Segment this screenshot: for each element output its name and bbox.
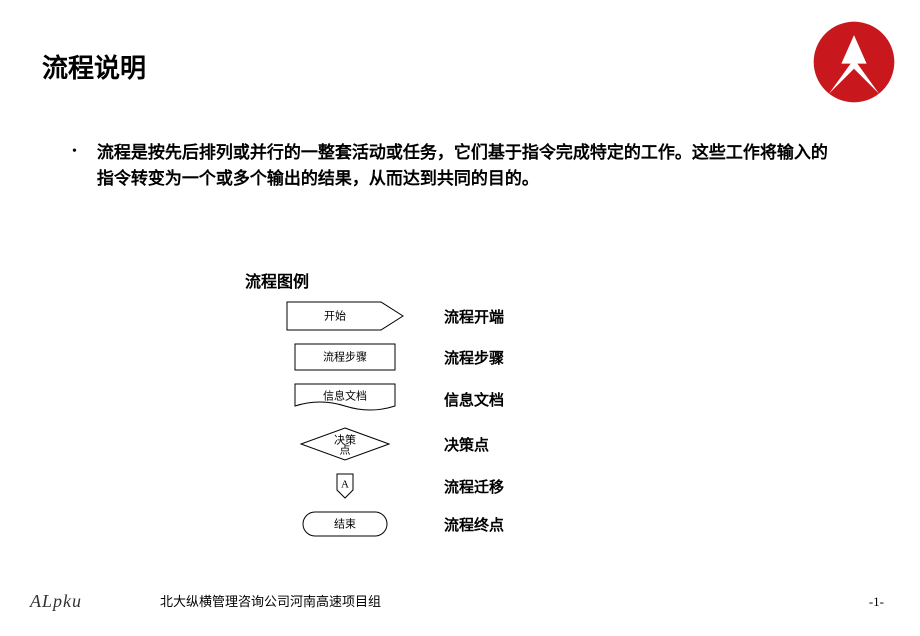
legend-container: 开始 流程开端 流程步骤 流程步骤 信息文档 信息文档 决策 点 <box>270 300 504 548</box>
svg-text:点: 点 <box>340 444 351 457</box>
legend-row-end: 结束 流程终点 <box>270 510 504 538</box>
legend-desc: 信息文档 <box>444 389 504 410</box>
footer-company-text: 北大纵横管理咨询公司河南高速项目组 <box>160 591 381 610</box>
description-paragraph: • 流程是按先后排列或并行的一整套活动或任务，它们基于指令完成特定的工作。这些工… <box>72 140 840 193</box>
legend-row-decision: 决策 点 决策点 <box>270 426 504 462</box>
footer-brand-logo: ALpku <box>30 591 82 612</box>
legend-row-start: 开始 流程开端 <box>270 300 504 332</box>
step-shape: 流程步骤 <box>270 342 420 372</box>
svg-text:A: A <box>341 479 349 491</box>
document-shape: 信息文档 <box>270 382 420 416</box>
legend-desc: 决策点 <box>444 434 489 455</box>
legend-desc: 流程开端 <box>444 306 504 327</box>
page-title: 流程说明 <box>42 48 146 85</box>
legend-row-step: 流程步骤 流程步骤 <box>270 342 504 372</box>
svg-text:信息文档: 信息文档 <box>323 389 367 403</box>
start-shape: 开始 <box>270 300 420 332</box>
legend-row-document: 信息文档 信息文档 <box>270 382 504 416</box>
description-text: 流程是按先后排列或并行的一整套活动或任务，它们基于指令完成特定的工作。这些工作将… <box>97 140 840 193</box>
svg-text:结束: 结束 <box>334 518 356 531</box>
legend-row-connector: A 流程迁移 <box>270 472 504 500</box>
connector-shape: A <box>270 472 420 500</box>
end-shape: 结束 <box>270 510 420 538</box>
legend-title: 流程图例 <box>245 268 309 292</box>
bullet-icon: • <box>72 144 77 160</box>
decision-shape: 决策 点 <box>270 426 420 462</box>
svg-text:开始: 开始 <box>324 309 346 323</box>
legend-desc: 流程迁移 <box>444 476 504 497</box>
page-number: -1- <box>869 594 884 610</box>
company-logo-icon <box>812 20 896 104</box>
svg-text:流程步骤: 流程步骤 <box>323 350 367 364</box>
legend-desc: 流程终点 <box>444 514 504 535</box>
legend-desc: 流程步骤 <box>444 347 504 368</box>
